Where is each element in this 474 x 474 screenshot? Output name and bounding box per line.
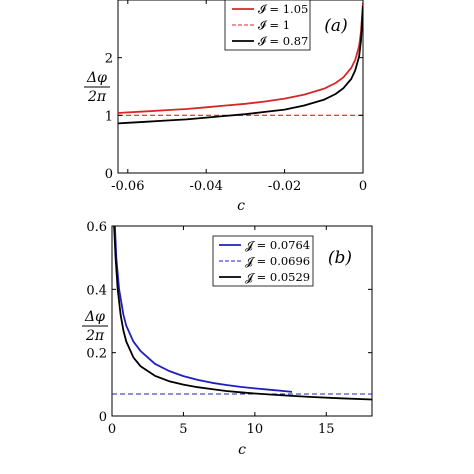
x-tick-label-b: 5 (179, 422, 187, 437)
y-axis-label-num-a: Δφ (86, 70, 107, 86)
legend-entry-b-2: 𝓙 = 0.0529 (245, 270, 310, 284)
series-line-a-0 (118, 2, 363, 114)
y-tick-label-a: 2 (105, 52, 113, 67)
panel-label-a: (a) (324, 16, 347, 36)
x-tick-label-a: -0.02 (268, 179, 301, 194)
y-axis-label-den-a: 2π (87, 89, 107, 105)
legend-b: 𝓙 = 0.0764 𝓙 = 0.0696 𝓙 = 0.0529 (212, 235, 314, 287)
x-tick-label-a: -0.06 (111, 179, 144, 194)
series-line-a-2 (118, 5, 363, 125)
y-tick-label-b: 0 (99, 410, 107, 425)
series-line-b-0 (114, 226, 293, 393)
panel-label-b: (b) (328, 248, 352, 268)
x-axis-label-b: c (238, 442, 246, 458)
legend-entry-a-1: 𝓘 = 1 (258, 18, 290, 32)
y-tick-label-b: 0.6 (86, 220, 107, 235)
x-tick-label-b: 10 (247, 422, 264, 437)
y-tick-label-b: 0.2 (86, 347, 107, 362)
legend-entry-a-0: 𝓘 = 1.05 (258, 2, 308, 16)
panel-a: -0.06 -0.04 -0.02 0 0 1 2 c Δφ 2π (a) 𝓘 = 1.05… (84, 0, 367, 214)
x-tick-label-a: 0 (359, 179, 367, 194)
y-tick-label-b: 0.4 (86, 283, 107, 298)
y-axis-label-den-b: 2π (85, 328, 105, 344)
y-tick-label-a: 0 (105, 167, 113, 182)
legend-entry-b-1: 𝓙 = 0.0696 (245, 254, 310, 268)
plot-area-frame-a (117, 0, 364, 174)
legend-entry-b-0: 𝓙 = 0.0764 (245, 238, 310, 252)
y-tick-label-a: 1 (105, 109, 113, 124)
x-tick-label-b: 0 (108, 422, 116, 437)
x-tick-label-a: -0.04 (190, 179, 223, 194)
x-tick-label-b: 15 (318, 422, 335, 437)
x-axis-label-a: c (237, 198, 245, 214)
legend-entry-a-2: 𝓘 = 0.87 (258, 34, 308, 48)
y-axis-label-num-b: Δφ (84, 309, 105, 325)
legend-a: 𝓘 = 1.05 𝓘 = 1 𝓘 = 0.87 (224, 0, 311, 51)
plot-area-frame-b (111, 225, 373, 417)
series-line-b-2 (113, 226, 372, 401)
